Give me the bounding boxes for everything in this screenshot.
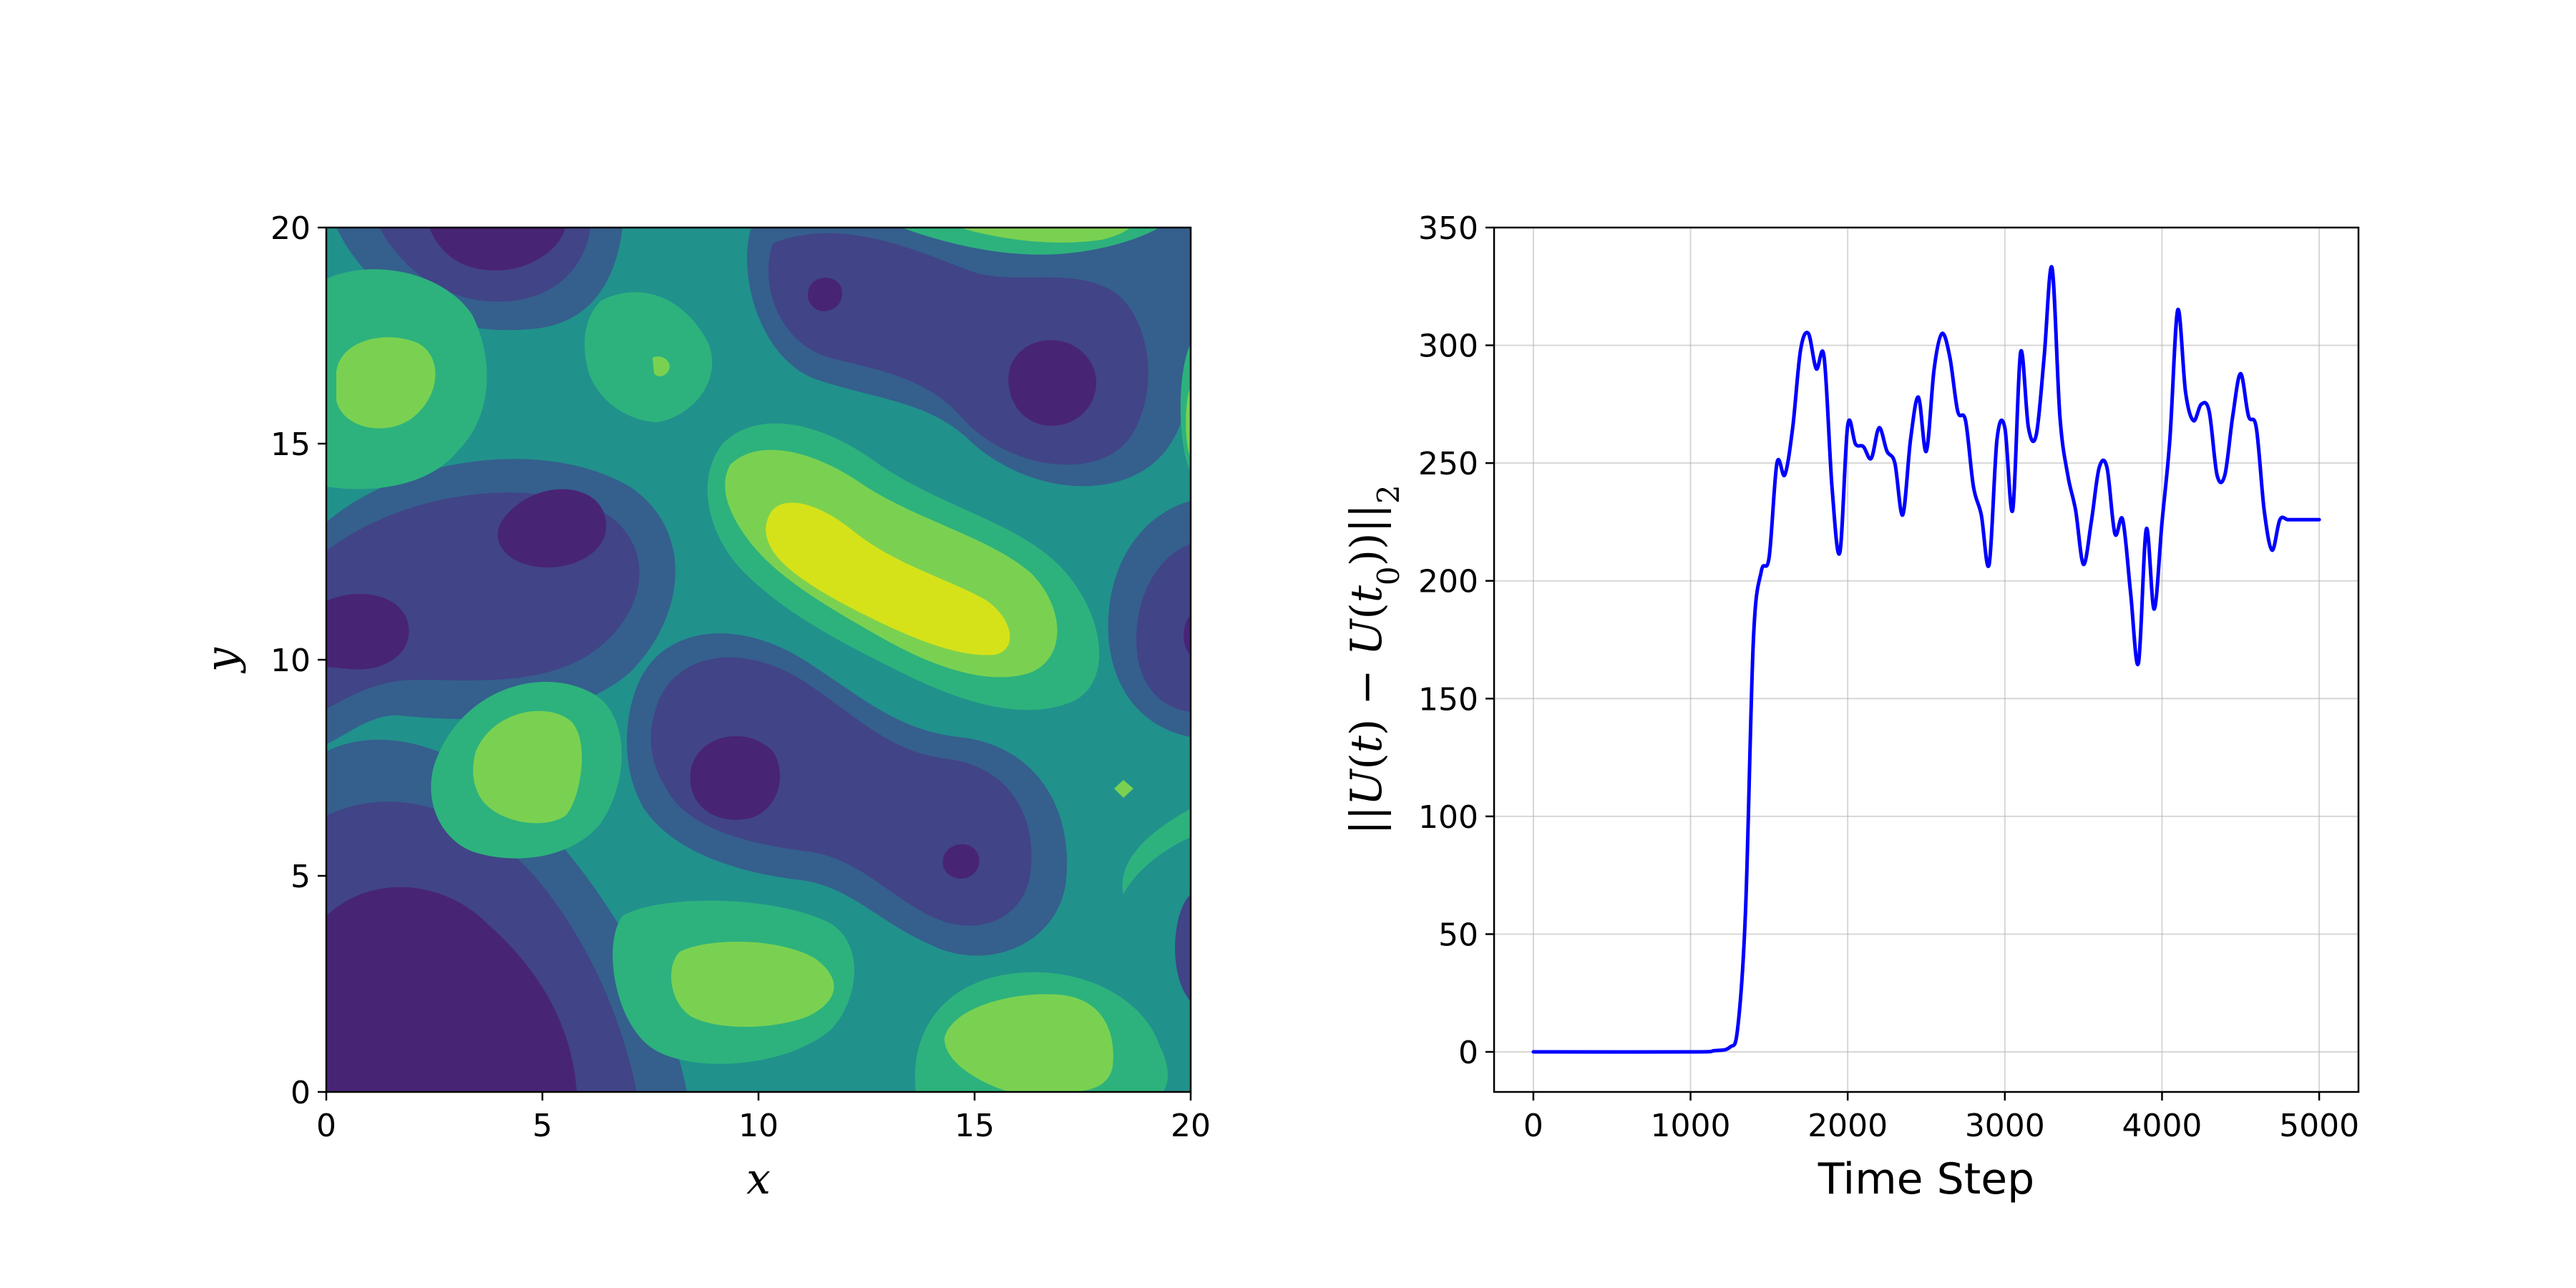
contour-region-high	[959, 228, 1131, 243]
line-x-tick-label: 3000	[1965, 1108, 2045, 1144]
contour-region-high	[1114, 780, 1133, 798]
contour-region-max	[766, 502, 1010, 655]
line-y-label: ||U(t) − U(t0))||2	[1342, 484, 1406, 834]
line-y-tick-label: 50	[1438, 917, 1478, 953]
contour-y-tick-label: 5	[291, 859, 311, 895]
line-x-tick-label: 0	[1523, 1108, 1543, 1144]
contour-region-high	[336, 337, 436, 429]
contour-y-tick-label: 20	[270, 210, 311, 247]
contour-region-low	[1136, 544, 1191, 712]
contour-x-tick-label: 0	[316, 1108, 336, 1144]
contour-plot: 0 5 10 15 20 0 5 10 15 20 x y	[197, 210, 1211, 1204]
contour-region-high	[584, 292, 713, 422]
contour-region-high	[473, 711, 582, 824]
contour-y-label: y	[197, 647, 247, 674]
contour-region-low	[326, 887, 577, 1092]
line-y-tick-label: 0	[1458, 1035, 1478, 1071]
contour-region-low	[326, 594, 409, 670]
contour-region-low	[429, 228, 565, 270]
line-axes-frame	[1493, 226, 2360, 1093]
line-grid	[1494, 227, 2358, 1092]
line-y-tick-label: 250	[1418, 446, 1478, 482]
contour-x-tick-label: 15	[955, 1108, 995, 1144]
svg-text:||U(t) − U(t0))||2: ||U(t) − U(t0))||2	[1342, 484, 1406, 834]
contour-region-high	[944, 994, 1113, 1092]
contour-region-high	[653, 356, 670, 376]
series-line	[1531, 265, 2321, 1054]
contour-region-high	[671, 942, 834, 1027]
contour-fill	[326, 228, 1191, 1092]
contour-y-tick-label: 0	[291, 1075, 311, 1111]
contour-region-low	[497, 489, 607, 568]
contour-x-tick-label: 20	[1171, 1108, 1211, 1144]
line-x-label: Time Step	[1818, 1154, 2035, 1204]
contour-x-label: x	[746, 1154, 771, 1204]
contour-x-ticks: 0 5 10 15 20	[316, 1092, 1211, 1144]
contour-y-tick-label: 10	[270, 643, 311, 679]
contour-region-high	[1122, 809, 1191, 894]
line-x-tick-label: 2000	[1807, 1108, 1888, 1144]
line-y-tick-label: 300	[1418, 328, 1478, 365]
contour-x-tick-label: 5	[532, 1108, 552, 1144]
contour-region-high	[1186, 386, 1191, 458]
line-y-tick-label: 100	[1418, 799, 1478, 836]
line-x-ticks: 0 1000 2000 3000 4000 5000	[1523, 1092, 2359, 1144]
line-plot: 0 1000 2000 3000 4000 5000 0 50 100 150 200 250 300…	[1342, 210, 2360, 1204]
contour-region-low	[650, 657, 1032, 926]
line-y-tick-label: 200	[1418, 564, 1478, 600]
line-y-ticks: 0 50 100 150 200 250 300 350	[1418, 210, 1494, 1071]
contour-region-low	[808, 278, 843, 311]
contour-region-low	[1175, 894, 1191, 1002]
line-y-tick-label: 350	[1418, 210, 1478, 247]
contour-region-low	[690, 736, 780, 820]
line-y-tick-label: 150	[1418, 681, 1478, 718]
line-x-tick-label: 1000	[1651, 1108, 1731, 1144]
contour-x-tick-label: 10	[738, 1108, 779, 1144]
contour-region-low	[1008, 340, 1096, 426]
contour-region-low	[1184, 615, 1191, 655]
contour-y-ticks: 0 5 10 15 20	[270, 210, 326, 1111]
contour-region-low	[942, 844, 980, 879]
line-x-tick-label: 5000	[2279, 1108, 2359, 1144]
contour-y-tick-label: 15	[270, 426, 311, 463]
line-x-tick-label: 4000	[2122, 1108, 2202, 1144]
